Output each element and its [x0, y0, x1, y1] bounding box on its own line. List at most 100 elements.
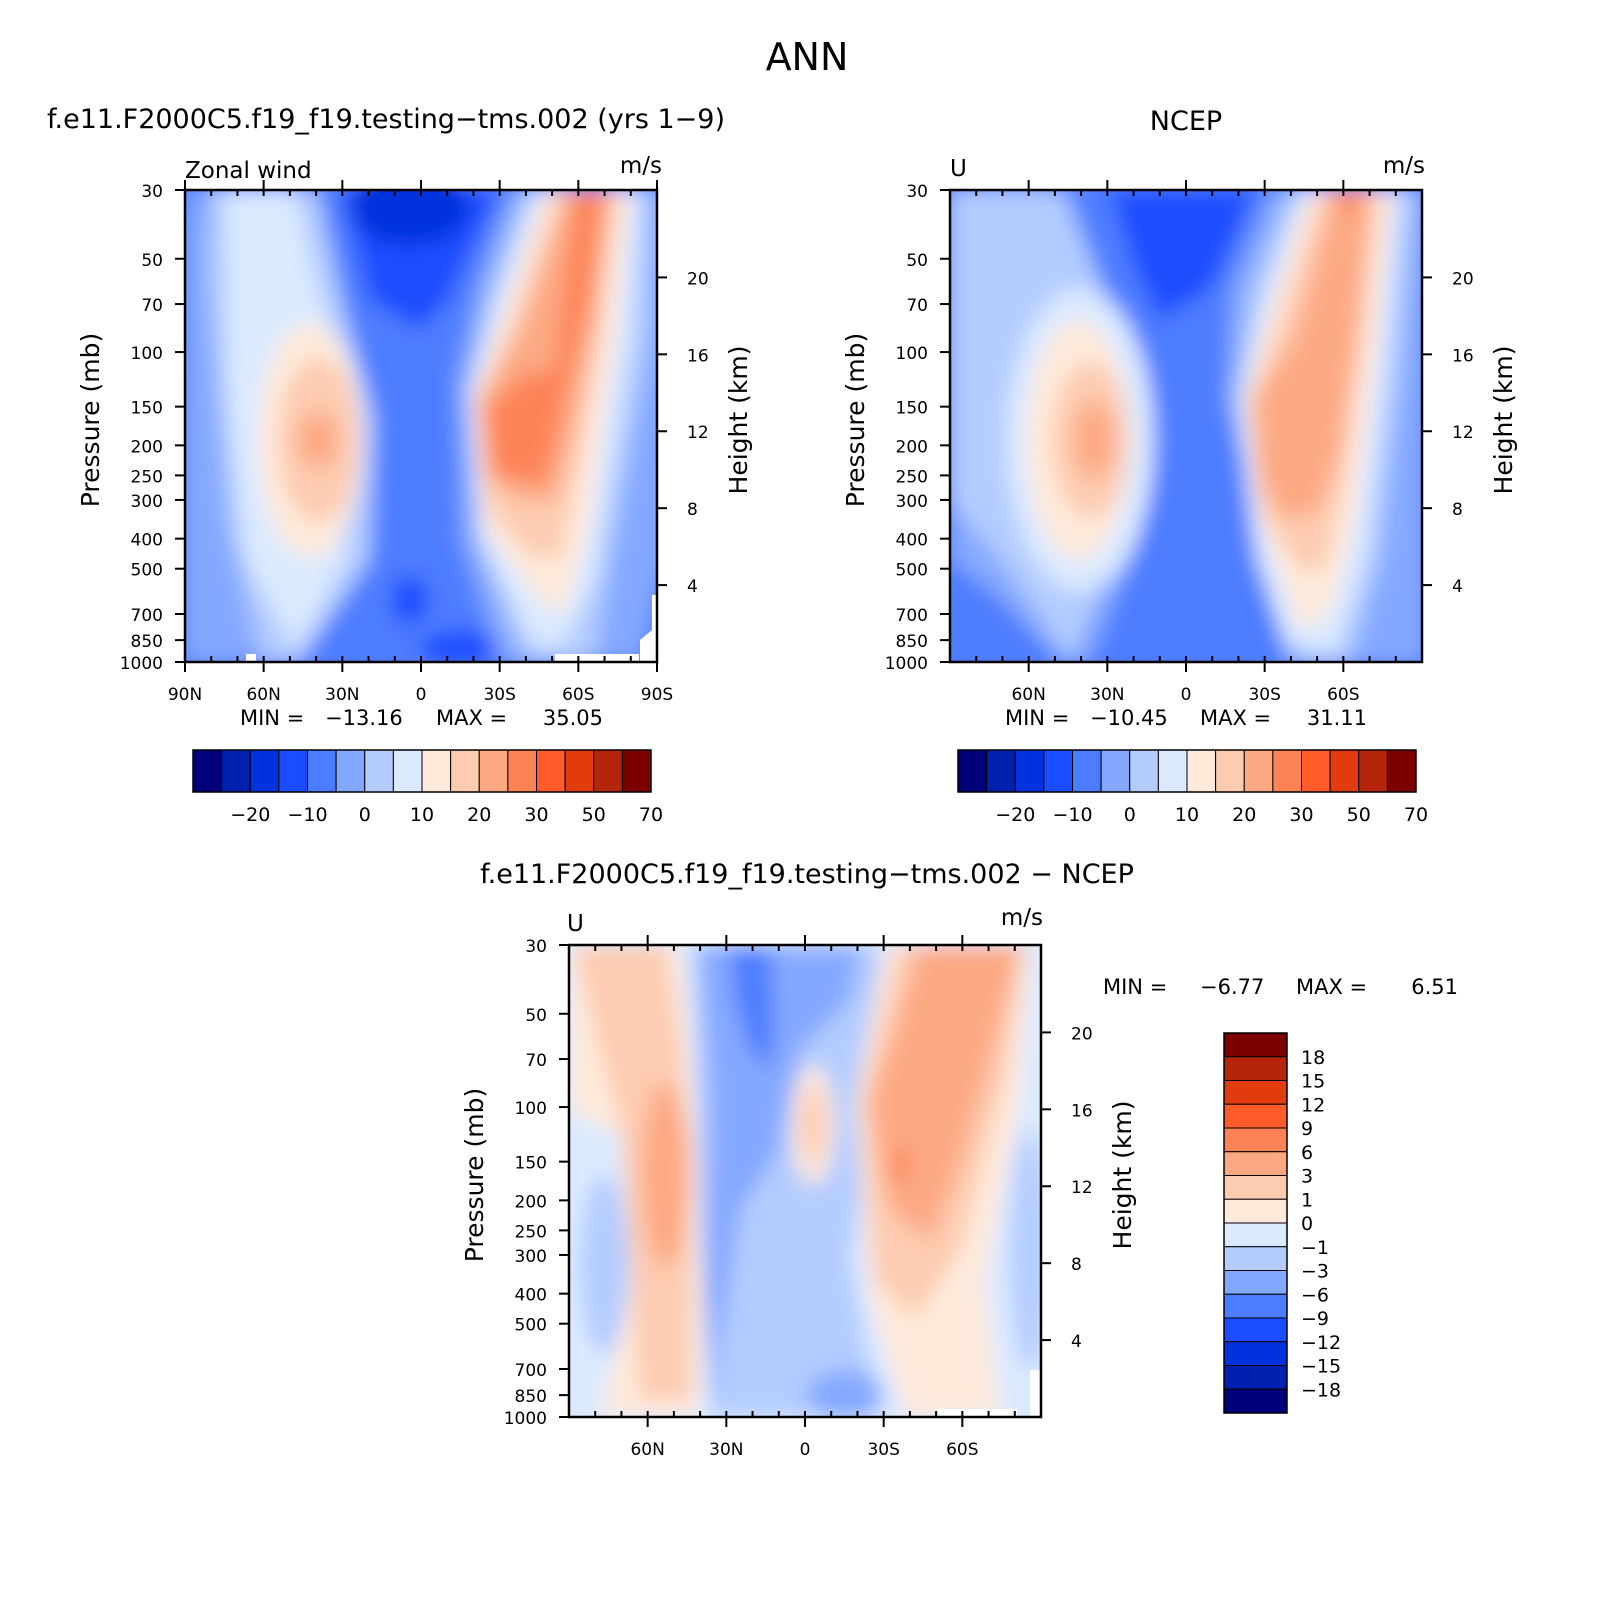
- y-tick-label: 300: [896, 492, 928, 512]
- panel-diff-left-label: U: [567, 911, 584, 937]
- y-tick-label: 400: [515, 1286, 547, 1306]
- y-tick-label: 50: [906, 251, 928, 271]
- colorbar-cell: [1223, 1388, 1288, 1414]
- y-tick-label: 150: [896, 399, 928, 419]
- contour-nh-25: [1074, 402, 1114, 478]
- colorbar-cell: [1243, 749, 1274, 793]
- contour-tropics-neg3: [700, 945, 860, 1417]
- colorbar-cell: [1129, 749, 1159, 793]
- colorbar-cell: [986, 749, 1016, 793]
- panel-model-title: f.e11.F2000C5.f19_f19.testing−tms.002 (y…: [47, 104, 725, 135]
- colorbar-tick-label: −6: [1301, 1284, 1329, 1306]
- colorbar-tick-label: 50: [582, 804, 606, 826]
- max-label: MAX =: [1200, 706, 1271, 730]
- x-tick-label: 60S: [946, 1440, 978, 1460]
- colorbar-cell: [307, 749, 337, 793]
- contour-tropics-m13: [350, 190, 470, 245]
- y2-tick-label: 16: [1452, 346, 1474, 366]
- contour-sh-pos6: [892, 1147, 908, 1183]
- panel-obs: NCEP U m/s 60N 30N 0 30S 60: [841, 106, 1518, 826]
- min-value: −6.77: [1200, 975, 1264, 999]
- colorbar-tick-label: −10: [1052, 804, 1092, 826]
- y-tick-label: 200: [131, 437, 163, 457]
- colorbar-tick-label: 9: [1301, 1118, 1313, 1140]
- colorbar-tick-label: −18: [1301, 1379, 1341, 1401]
- colorbar-tick-label: −9: [1301, 1308, 1329, 1330]
- y2-tick-label: 4: [687, 577, 698, 597]
- x-tick-label: 30S: [867, 1440, 899, 1460]
- colorbar-tick-label: 10: [410, 804, 434, 826]
- missing-data-patch: [246, 654, 256, 662]
- colorbar-tick-label: −1: [1301, 1237, 1329, 1259]
- colorbar-tick-label: 6: [1301, 1142, 1313, 1164]
- missing-data-patch: [935, 1409, 1017, 1417]
- x-tick-label: 30N: [1090, 685, 1124, 705]
- colorbar-cell: [1223, 1293, 1288, 1319]
- colorbar-tick-label: 30: [524, 804, 548, 826]
- colorbar-cell: [1386, 749, 1417, 793]
- y2-tick-label: 16: [1071, 1101, 1093, 1121]
- colorbar-tick-label: 70: [1404, 804, 1428, 826]
- colorbar-cell: [364, 749, 394, 793]
- y-tick-label: 300: [515, 1247, 547, 1267]
- contour-sh-35: [485, 190, 603, 485]
- colorbar-cell: [1223, 1032, 1288, 1058]
- colorbar-cell: [1358, 749, 1388, 793]
- colorbar-tick-label: 18: [1301, 1047, 1325, 1069]
- max-value: 6.51: [1411, 975, 1458, 999]
- colorbar-cell: [1186, 749, 1217, 793]
- missing-data-patch: [555, 654, 639, 662]
- y2-tick-label: 16: [687, 346, 709, 366]
- x-tick-label: 90N: [168, 685, 202, 705]
- colorbar-cell: [1272, 749, 1302, 793]
- contour-nh-pos1: [575, 945, 690, 1400]
- panel-model-right-label: m/s: [620, 153, 662, 179]
- colorbar-cell: [1223, 1270, 1288, 1295]
- y-axis-label: Pressure (mb): [841, 333, 870, 507]
- y-tick-label: 700: [896, 606, 928, 626]
- contour-tropics-sfc: [420, 630, 500, 662]
- colorbar-tick-label: −20: [230, 804, 270, 826]
- colorbar-tick-label: 12: [1301, 1094, 1325, 1116]
- contour-nh-pos3: [642, 1083, 690, 1267]
- colorbar-cell: [564, 749, 595, 793]
- y-axis-label: Pressure (mb): [460, 1088, 489, 1262]
- missing-data-patch: [1030, 1370, 1041, 1417]
- colorbar-cell: [1223, 1198, 1288, 1224]
- colorbar-tick-label: 0: [1124, 804, 1136, 826]
- colorbar-tick-label: 0: [359, 804, 371, 826]
- max-value: 35.05: [543, 706, 603, 730]
- y-tick-label: 850: [515, 1387, 547, 1407]
- colorbar-obs: −20 −10 0 10 20 30 50 70: [957, 749, 1428, 826]
- colorbar-tick-label: −20: [995, 804, 1035, 826]
- y-tick-label: 300: [131, 492, 163, 512]
- y2-tick-label: 8: [1071, 1255, 1082, 1275]
- colorbar-cell: [1223, 1365, 1288, 1390]
- y-tick-label: 70: [141, 296, 163, 316]
- colorbar-cell: [392, 749, 423, 793]
- y-tick-label: 1000: [504, 1409, 547, 1429]
- colorbar-tick-label: −3: [1301, 1261, 1329, 1283]
- panel-obs-right-label: m/s: [1383, 153, 1425, 179]
- colorbar-tick-label: 15: [1301, 1071, 1325, 1093]
- y-tick-label: 30: [525, 937, 547, 957]
- colorbar-tick-label: −15: [1301, 1356, 1341, 1378]
- max-value: 31.11: [1307, 706, 1367, 730]
- panel-diff-right-label: m/s: [1001, 905, 1043, 931]
- x-tick-label: 30N: [709, 1440, 743, 1460]
- colorbar-tick-label: 30: [1289, 804, 1313, 826]
- panel-diff-field: [569, 945, 1041, 1417]
- y-tick-label: 850: [896, 632, 928, 652]
- y-tick-label: 200: [515, 1192, 547, 1212]
- contour-sh-25: [1255, 190, 1370, 520]
- colorbar-cell: [1043, 749, 1073, 793]
- colorbar-cell: [1215, 749, 1245, 793]
- colorbar-model: −20 −10 0 10 20 30 50 70: [192, 749, 663, 826]
- y2-tick-label: 4: [1071, 1332, 1082, 1352]
- colorbar-cell: [1223, 1080, 1288, 1105]
- colorbar-cell: [593, 749, 623, 793]
- colorbar-cell: [1223, 1151, 1288, 1176]
- panel-diff: f.e11.F2000C5.f19_f19.testing−tms.002 − …: [460, 859, 1458, 1460]
- x-tick-label: 60S: [1327, 685, 1359, 705]
- colorbar-frame: [192, 749, 652, 793]
